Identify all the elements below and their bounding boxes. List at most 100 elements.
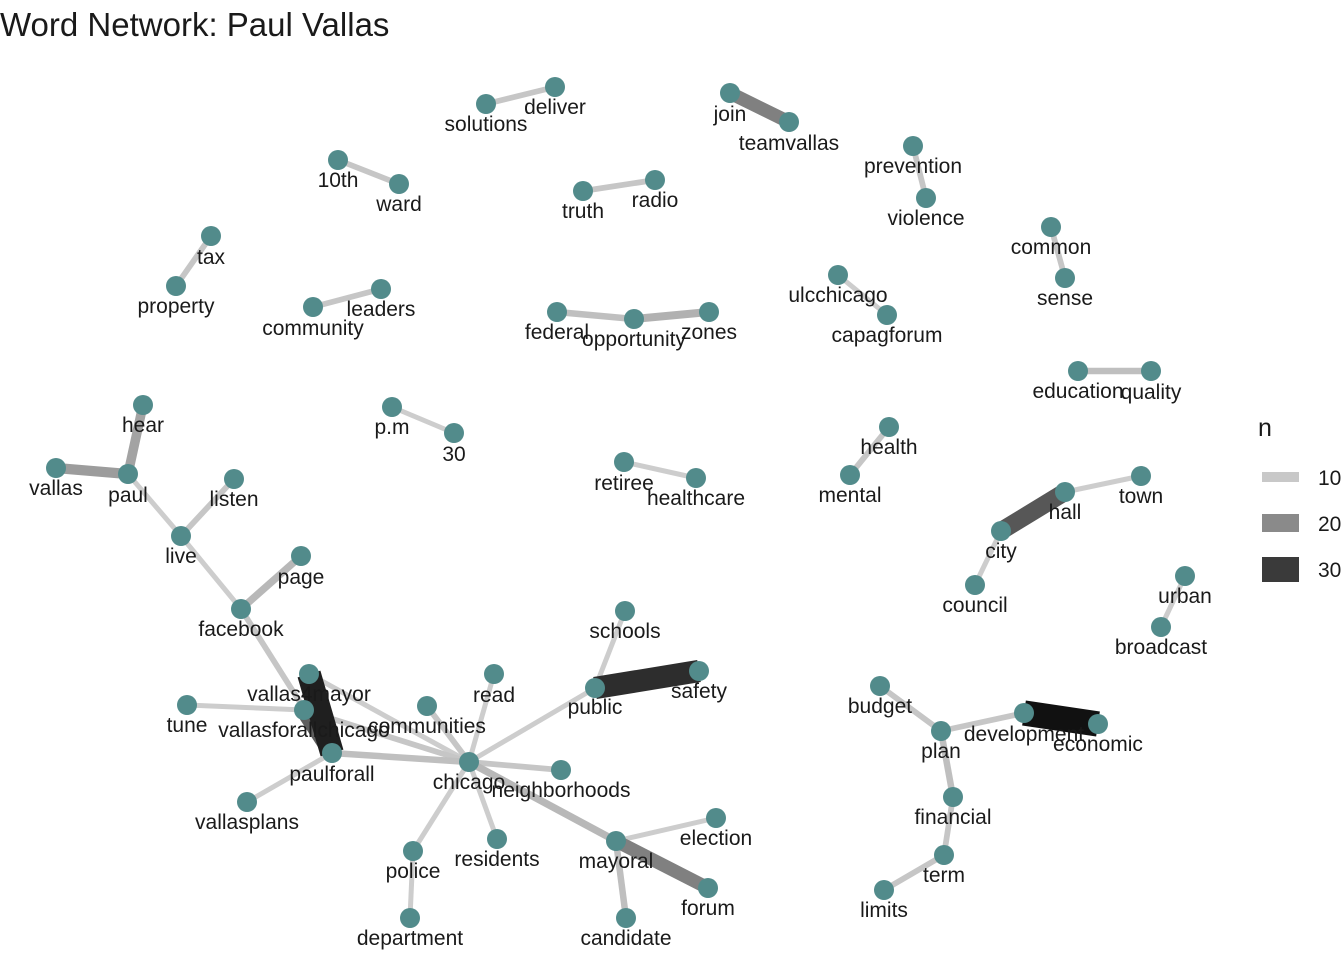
node-label-development: development — [964, 723, 1084, 746]
edge-mayoral-forum — [612, 835, 712, 894]
node-public — [585, 678, 605, 698]
node-10th — [328, 150, 348, 170]
node-label-police: police — [386, 860, 441, 883]
node-opportunity — [624, 309, 644, 329]
node-label-capagforum: capagforum — [832, 324, 943, 347]
node-teamvallas — [779, 112, 799, 132]
node-deliver — [545, 77, 565, 97]
edge-tune-vallasforallchicago — [186, 702, 305, 713]
edge-plan-development — [940, 710, 1025, 734]
edge-police-department — [407, 850, 416, 919]
edge-truth-radio — [582, 177, 656, 194]
edge-chicago-neighborhoods — [468, 759, 562, 773]
edge-live-facebook — [179, 534, 243, 611]
node-label-federal: federal — [525, 321, 589, 344]
node-ulcchicago — [828, 265, 848, 285]
node-safety — [689, 661, 709, 681]
edge-page-facebook — [238, 553, 304, 612]
node-facebook — [231, 599, 251, 619]
node-zones — [699, 302, 719, 322]
edge-hall-town — [1064, 473, 1142, 495]
node-solutions — [476, 94, 496, 114]
node-chicago — [459, 752, 479, 772]
edge-federal-opportunity — [556, 308, 635, 323]
edge-hear-paul — [123, 403, 148, 476]
edge-join-teamvallas — [727, 87, 792, 128]
node-budget — [870, 676, 890, 696]
node-hear — [133, 395, 153, 415]
node-label-education: education — [1032, 380, 1123, 403]
node-term — [934, 845, 954, 865]
edge-p.m-30 — [391, 404, 455, 436]
node-label-quality: quality — [1121, 381, 1182, 404]
node-label-violence: violence — [887, 207, 964, 230]
node-retiree — [614, 452, 634, 472]
node-label-30: 30 — [442, 443, 465, 466]
node-tax — [201, 226, 221, 246]
node-quality — [1141, 361, 1161, 381]
node-ward — [389, 174, 409, 194]
edge-retiree-healthcare — [623, 459, 697, 481]
edge-vallasplans-paulforall — [245, 750, 334, 805]
node-label-join: join — [713, 103, 747, 126]
edges-layer — [55, 84, 1188, 919]
edge-city-hall — [996, 484, 1070, 539]
node-label-economic: economic — [1053, 733, 1143, 756]
edge-chicago-residents — [466, 761, 500, 840]
edge-ulcchicago-capagforum — [836, 273, 889, 317]
legend-key-30 — [1262, 557, 1299, 582]
node-label-prevention: prevention — [864, 155, 962, 178]
node-limits — [874, 880, 894, 900]
node-label-page: page — [278, 566, 325, 589]
node-financial — [943, 787, 963, 807]
node-label-retiree: retiree — [594, 472, 654, 495]
node-label-neighborhoods: neighborhoods — [492, 779, 631, 802]
node-label-vallasforallchicago: vallasforallchicago — [218, 719, 390, 742]
node-label-truth: truth — [562, 200, 604, 223]
node-neighborhoods — [551, 760, 571, 780]
node-label-schools: schools — [589, 620, 660, 643]
edge-chicago-mayoral — [467, 758, 618, 845]
node-mental — [840, 465, 860, 485]
node-candidate — [616, 908, 636, 928]
edge-vallas-paul — [55, 462, 129, 480]
legend-title: n — [1258, 414, 1272, 442]
edge-mayoral-candidate — [612, 840, 630, 919]
node-label-communities: communities — [368, 715, 486, 738]
node-forum — [698, 878, 718, 898]
node-label-tax: tax — [197, 246, 226, 269]
node-label-community: community — [262, 317, 364, 340]
nodes-layer — [46, 77, 1195, 928]
node-label-election: election — [680, 827, 752, 850]
node-prevention — [903, 136, 923, 156]
edge-vallas4mayor-paulforall — [297, 670, 344, 757]
node-truth — [573, 181, 593, 201]
node-label-hear: hear — [122, 414, 164, 437]
node-label-term: term — [923, 864, 965, 887]
node-label-broadcast: broadcast — [1115, 636, 1207, 659]
node-label-teamvallas: teamvallas — [739, 132, 839, 155]
edge-public-chicago — [467, 685, 597, 765]
node-property — [166, 276, 186, 296]
node-federal — [547, 302, 567, 322]
node-education — [1068, 361, 1088, 381]
node-pm — [382, 397, 402, 417]
edge-community-leaders — [312, 286, 382, 310]
node-communities — [417, 696, 437, 716]
edge-read-chicago — [466, 673, 497, 763]
node-vallas — [46, 458, 66, 478]
node-paulforall — [322, 743, 342, 763]
node-label-vallas4mayor: vallas4mayor — [247, 683, 371, 706]
node-label-department: department — [357, 927, 463, 950]
node-residents — [487, 829, 507, 849]
edge-solutions-deliver — [485, 84, 556, 107]
node-label-opportunity: opportunity — [582, 328, 686, 351]
node-label-mental: mental — [818, 484, 881, 507]
edge-opportunity-zones — [633, 308, 710, 323]
node-community — [303, 297, 323, 317]
edge-budget-plan — [878, 683, 943, 734]
node-label-pm: p.m — [374, 416, 409, 439]
edge-tax-property — [173, 234, 214, 288]
